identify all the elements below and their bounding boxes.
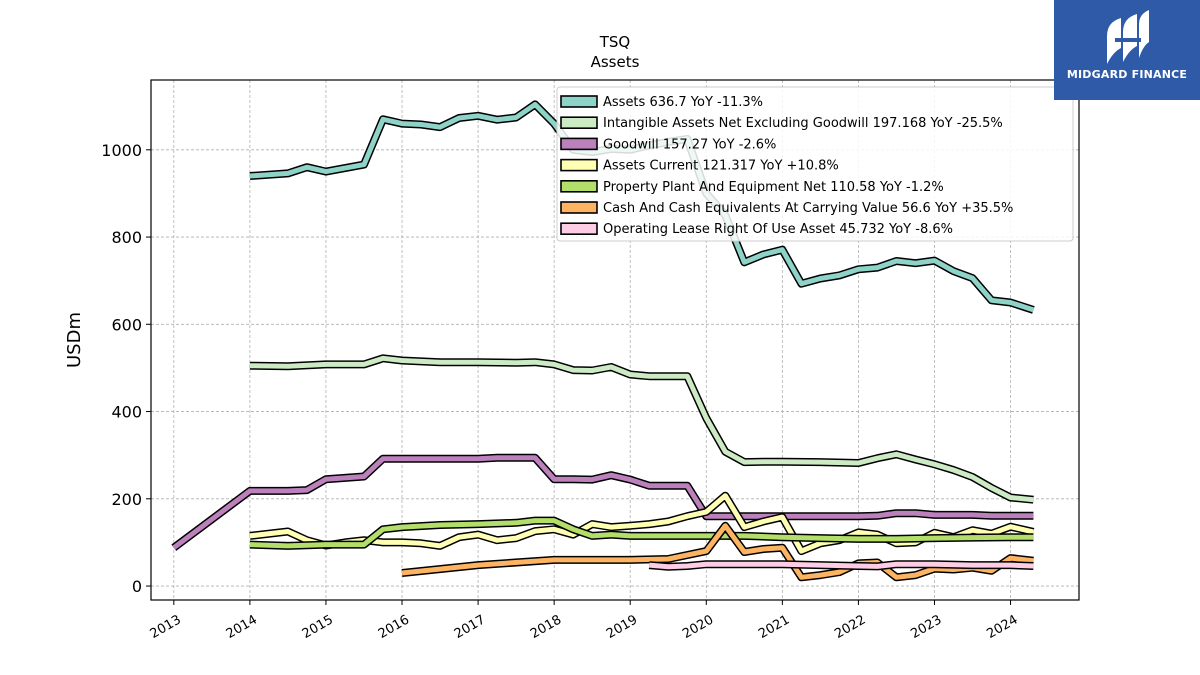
brand-logo-icon	[1107, 10, 1149, 64]
x-tick-label: 2016	[376, 612, 412, 642]
x-tick-label: 2017	[452, 612, 488, 642]
legend-swatch	[560, 222, 598, 235]
y-tick-label: 0	[132, 577, 142, 596]
x-tick-label: 2013	[148, 612, 184, 642]
legend-swatch	[560, 180, 598, 193]
legend-label: Assets Current 121.317 YoY +10.8%	[603, 159, 839, 174]
legend-swatch	[560, 137, 598, 151]
brand-logo: MIDGARD FINANCE	[1054, 0, 1200, 100]
series-path	[249, 355, 1034, 503]
plot-frame	[150, 79, 1080, 601]
legend-swatch	[560, 95, 598, 108]
chart-title: TSQ	[599, 33, 631, 51]
x-axis: 2013 2014 2015 2016 2017 2018 2019 2020 2021 2022…	[148, 600, 1021, 642]
series-path	[172, 455, 1034, 550]
y-tick-label: 200	[111, 490, 142, 509]
y-tick-label: 400	[111, 403, 142, 422]
legend-label: Goodwill 157.27 YoY -2.6%	[603, 137, 776, 152]
series-line	[249, 516, 1034, 550]
legend-box	[556, 86, 1074, 242]
legend-swatch	[560, 158, 598, 172]
series-line	[401, 521, 1034, 582]
series-line	[648, 560, 1034, 571]
x-tick-label: 2018	[528, 612, 564, 642]
series-path	[249, 493, 1034, 554]
brand-name: MIDGARD FINANCE	[1066, 68, 1188, 81]
x-tick-label: 2023	[908, 612, 944, 642]
x-tick-label: 2019	[604, 612, 640, 642]
legend: Assets 636.7 YoY -11.3% Intangible Assets…	[556, 86, 1074, 242]
legend-label: Assets 636.7 YoY -11.3%	[603, 95, 763, 110]
x-tick-label: 2021	[756, 612, 792, 642]
legend-swatch	[560, 116, 598, 129]
legend-label: Intangible Assets Net Excluding Goodwill…	[603, 116, 1003, 131]
legend-label: Operating Lease Right Of Use Asset 45.73…	[603, 222, 953, 237]
x-tick-label: 2020	[680, 612, 716, 642]
y-tick-label: 1000	[101, 141, 142, 160]
series-line	[171, 453, 1034, 551]
y-tick-label: 800	[111, 228, 142, 247]
series-path	[401, 523, 1034, 580]
y-tick-label: 600	[111, 315, 142, 334]
x-tick-label: 2022	[832, 612, 868, 642]
legend-label: Property Plant And Equipment Net 110.58 …	[603, 180, 944, 195]
y-axis: 0 200 400 600 800 1000	[101, 141, 151, 596]
series-layer	[171, 100, 1035, 582]
series-path	[648, 561, 1034, 570]
x-tick-label: 2014	[224, 612, 260, 642]
series-line	[249, 491, 1035, 556]
legend-swatch	[560, 201, 598, 214]
x-tick-label: 2024	[984, 612, 1020, 642]
legend-label: Cash And Cash Equivalents At Carrying Va…	[603, 201, 1013, 216]
series-path	[249, 518, 1034, 549]
series-line	[249, 354, 1034, 504]
y-axis-label: USDm	[64, 312, 85, 368]
chart-subtitle: Assets	[591, 53, 640, 71]
x-tick-label: 2015	[300, 612, 336, 642]
